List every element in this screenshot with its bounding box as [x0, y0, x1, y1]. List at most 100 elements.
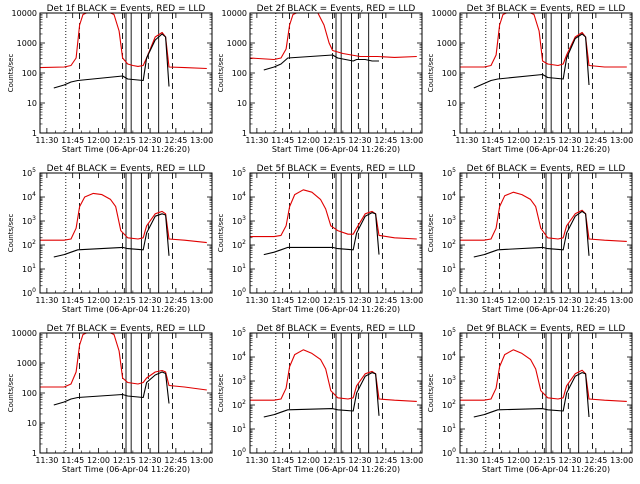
x-tick-label: 12:30	[559, 296, 582, 305]
x-tick-label: 11:30	[35, 296, 58, 305]
plot-frame	[459, 332, 633, 454]
y-axis-label: Counts/sec	[427, 374, 435, 413]
y-tick-label: 1	[32, 129, 37, 138]
x-tick-label: 13:00	[610, 456, 633, 465]
series-events-line	[53, 213, 170, 258]
x-axis-label: Start Time (06-Apr-04 11:26:20)	[482, 305, 610, 314]
chart-panel: Det 3f BLACK = Events, RED = LLD 1 10 100 10…	[427, 4, 633, 154]
series-group	[40, 13, 207, 89]
x-tick-label: 11:30	[245, 136, 268, 145]
chart-panel: Det 5f BLACK = Events, RED = LLD 100 101 10…	[217, 164, 423, 314]
x-tick-label: 12:30	[139, 456, 162, 465]
x-tick-label: 13:00	[400, 296, 423, 305]
x-tick-label: 12:00	[87, 136, 110, 145]
y-tick-label: 1	[242, 129, 247, 138]
x-tick-label: 12:45	[164, 456, 187, 465]
x-tick-label: 12:45	[584, 136, 607, 145]
x-axis-label: Start Time (06-Apr-04 11:26:20)	[62, 305, 190, 314]
y-tick-label: 105	[232, 327, 246, 338]
y-axis-label: Counts/sec	[7, 214, 15, 253]
x-tick-label: 12:00	[297, 136, 320, 145]
chart-panel: Det 2f BLACK = Events, RED = LLD 1 10 100 10…	[217, 4, 423, 154]
series-events-line	[53, 33, 170, 89]
y-tick-label: 101	[232, 263, 246, 274]
x-tick-label: 12:15	[533, 456, 556, 465]
y-axis-label: Counts/sec	[217, 214, 225, 253]
series-group	[40, 192, 207, 258]
y-tick-label: 104	[22, 191, 36, 202]
y-tick-label: 101	[442, 423, 456, 434]
y-tick-label: 105	[22, 167, 36, 178]
chart-panel: Det 4f BLACK = Events, RED = LLD 100 101 10…	[7, 164, 213, 314]
x-tick-label: 11:30	[245, 456, 268, 465]
x-axis-label: Start Time (06-Apr-04 11:26:20)	[62, 145, 190, 154]
y-tick-label: 102	[22, 239, 36, 250]
plot-frame	[249, 172, 423, 294]
series-events-line	[263, 212, 380, 256]
x-tick-label: 12:15	[323, 456, 346, 465]
y-tick-label: 10	[447, 99, 457, 108]
series-lld-line	[460, 191, 627, 242]
x-tick-label: 12:45	[374, 136, 397, 145]
x-tick-label: 12:00	[507, 456, 530, 465]
y-tick-label: 1000	[17, 39, 37, 48]
x-tick-label: 11:45	[271, 456, 294, 465]
series-lld-line	[40, 192, 207, 244]
y-tick-label: 100	[22, 287, 36, 298]
series-lld-line	[250, 189, 417, 240]
y-tick-label: 1	[32, 449, 37, 458]
y-tick-label: 10	[27, 419, 37, 428]
y-tick-label: 104	[442, 351, 456, 362]
x-tick-label: 11:30	[455, 136, 478, 145]
x-tick-label: 11:30	[455, 296, 478, 305]
y-tick-label: 102	[442, 399, 456, 410]
y-tick-label: 100	[442, 447, 456, 458]
series-events-line	[473, 372, 590, 418]
y-tick-label: 102	[232, 239, 246, 250]
x-tick-label: 12:00	[507, 296, 530, 305]
series-lld-line	[250, 349, 417, 402]
y-tick-label: 103	[22, 215, 36, 226]
x-tick-label: 12:00	[297, 296, 320, 305]
y-tick-label: 100	[442, 287, 456, 298]
y-tick-label: 101	[442, 263, 456, 274]
y-tick-label: 101	[22, 263, 36, 274]
series-lld-line	[460, 349, 627, 402]
chart-panel: Det 8f BLACK = Events, RED = LLD 100 101 10…	[217, 324, 423, 474]
x-tick-label: 12:15	[113, 296, 136, 305]
x-tick-label: 12:45	[374, 456, 397, 465]
x-tick-label: 11:45	[61, 456, 84, 465]
series-lld-line	[40, 13, 207, 70]
plot-frame	[249, 12, 423, 134]
y-tick-label: 104	[232, 191, 246, 202]
x-tick-label: 11:45	[271, 136, 294, 145]
chart-title: Det 9f BLACK = Events, RED = LLD	[467, 324, 626, 334]
x-tick-label: 12:30	[559, 136, 582, 145]
y-tick-label: 1000	[437, 39, 457, 48]
y-tick-label: 103	[232, 215, 246, 226]
x-tick-label: 11:45	[271, 296, 294, 305]
x-tick-label: 12:15	[323, 296, 346, 305]
series-events-line	[53, 371, 170, 406]
x-tick-label: 12:00	[507, 136, 530, 145]
x-tick-label: 13:00	[190, 136, 213, 145]
x-axis-label: Start Time (06-Apr-04 11:26:20)	[482, 145, 610, 154]
y-tick-label: 10000	[432, 9, 457, 18]
x-tick-label: 11:45	[61, 136, 84, 145]
series-lld-line	[250, 13, 417, 61]
x-axis-label: Start Time (06-Apr-04 11:26:20)	[272, 305, 400, 314]
x-tick-label: 12:15	[113, 136, 136, 145]
y-tick-label: 10000	[12, 329, 37, 338]
y-tick-label: 100	[232, 69, 247, 78]
x-tick-label: 11:30	[35, 136, 58, 145]
series-group	[250, 349, 417, 418]
x-tick-label: 12:30	[139, 296, 162, 305]
x-tick-label: 13:00	[610, 136, 633, 145]
x-tick-label: 12:45	[584, 456, 607, 465]
chart-title: Det 4f BLACK = Events, RED = LLD	[47, 164, 206, 174]
x-tick-label: 13:00	[400, 456, 423, 465]
x-tick-label: 12:00	[297, 456, 320, 465]
plot-frame	[249, 332, 423, 454]
chart-panel: Det 9f BLACK = Events, RED = LLD 100 101 10…	[427, 324, 633, 474]
